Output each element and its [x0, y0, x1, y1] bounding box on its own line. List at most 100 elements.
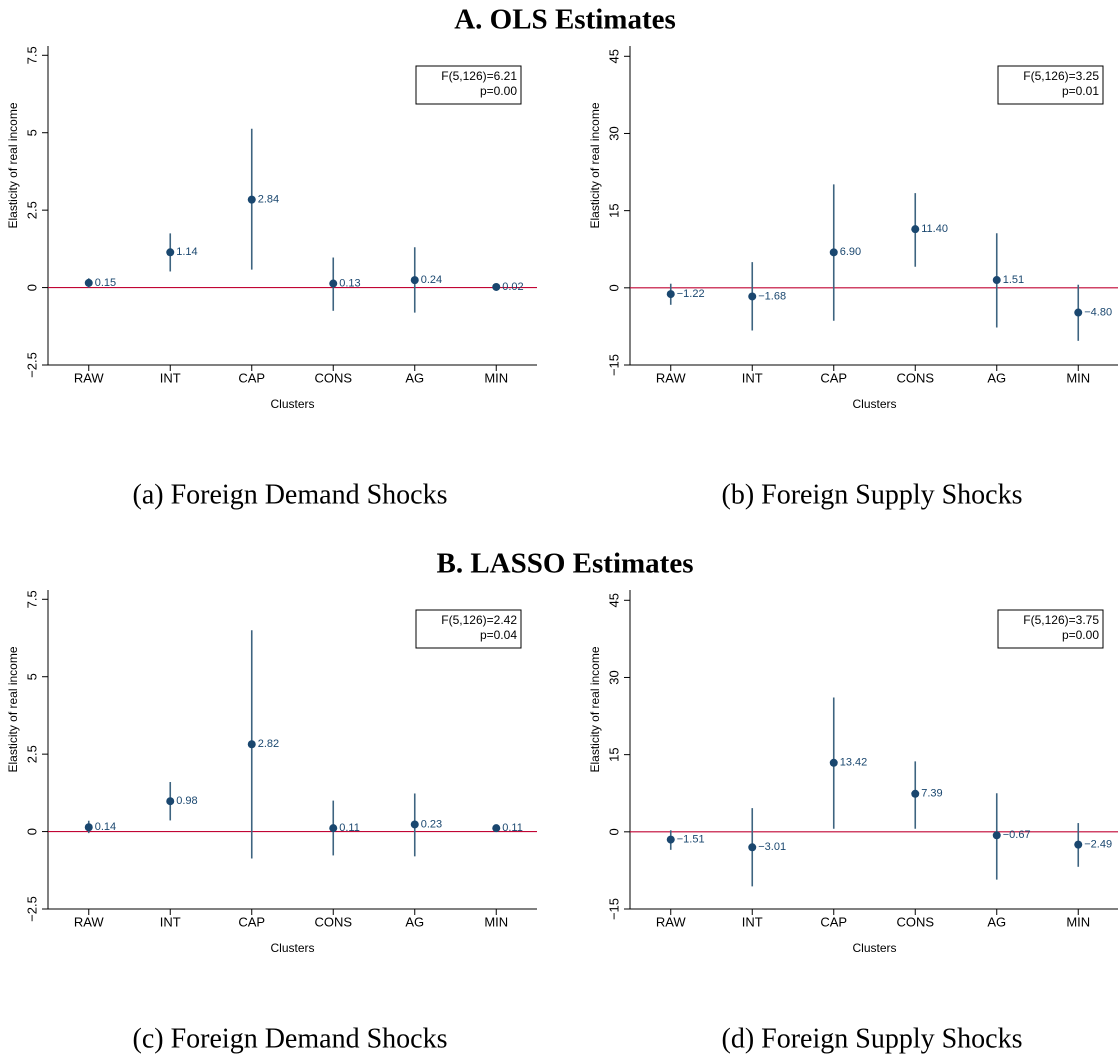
point-estimate [748, 292, 757, 301]
value-label: 0.98 [176, 795, 197, 807]
y-tick-label: −2.5 [24, 896, 39, 922]
x-axis-label: Clusters [270, 397, 314, 411]
annotation-text: F(5,126)=3.25 [1023, 69, 1099, 83]
panel: −15 0 15 30 45 Elasticity of real income Clust… [588, 590, 1118, 1054]
y-axis-label: Elasticity of real income [6, 646, 20, 772]
y-tick-label: 0 [606, 828, 621, 835]
value-label: 0.24 [421, 274, 442, 286]
value-label: 6.90 [840, 246, 861, 258]
y-tick-label: 45 [606, 49, 621, 63]
x-tick-label: MIN [1066, 914, 1090, 929]
section-title: A. OLS Estimates [454, 4, 676, 36]
annotation-text: p=0.00 [480, 84, 517, 98]
point-estimate [410, 276, 419, 285]
value-label: −4.80 [1084, 306, 1112, 318]
y-tick-label: 7.5 [24, 590, 39, 608]
point-estimate [492, 282, 501, 291]
x-tick-label: AG [405, 914, 424, 929]
point-estimate [992, 276, 1001, 285]
annotation-text: p=0.01 [1062, 84, 1099, 98]
y-tick-label: 0 [24, 284, 39, 291]
y-axis-label: Elasticity of real income [6, 102, 20, 228]
y-tick-label: 30 [606, 670, 621, 684]
x-tick-label: INT [160, 370, 181, 385]
annotation-box [997, 609, 1104, 649]
x-tick-label: CONS [896, 914, 934, 929]
x-tick-label: CONS [896, 370, 934, 385]
point-estimate [829, 248, 838, 257]
annotation-text: p=0.00 [1062, 628, 1099, 642]
panel: −15 0 15 30 45 Elasticity of real income Clust… [588, 46, 1118, 510]
point-estimate [911, 789, 920, 798]
value-label: −3.01 [758, 841, 786, 853]
annotation-box [415, 609, 522, 649]
point-estimate [166, 797, 175, 806]
x-tick-label: CAP [820, 370, 847, 385]
x-tick-label: INT [742, 914, 763, 929]
value-label: 0.23 [421, 818, 442, 830]
point-estimate [829, 758, 838, 767]
x-axis-label: Clusters [852, 941, 896, 955]
point-estimate [410, 820, 419, 829]
annotation-text: p=0.04 [480, 628, 517, 642]
x-tick-label: AG [987, 370, 1006, 385]
point-estimate [247, 740, 256, 749]
x-tick-label: CAP [238, 914, 265, 929]
y-tick-label: 15 [606, 203, 621, 217]
x-tick-label: RAW [74, 370, 105, 385]
y-tick-label: 30 [606, 126, 621, 140]
x-tick-label: INT [160, 914, 181, 929]
y-axis-label: Elasticity of real income [588, 646, 602, 772]
y-tick-label: −15 [606, 898, 621, 920]
value-label: −1.68 [758, 290, 786, 302]
x-tick-label: INT [742, 370, 763, 385]
point-estimate [329, 279, 338, 288]
x-tick-label: MIN [484, 914, 508, 929]
point-estimate [84, 278, 93, 287]
value-label: 0.14 [95, 821, 116, 833]
point-estimate [992, 831, 1001, 840]
x-tick-label: RAW [74, 914, 105, 929]
panel-caption: (a) Foreign Demand Shocks [133, 479, 448, 510]
point-estimate [166, 248, 175, 257]
value-label: −1.51 [677, 833, 705, 845]
x-tick-label: CAP [820, 914, 847, 929]
value-label: 11.40 [921, 223, 948, 235]
point-estimate [492, 824, 501, 833]
y-axis-label: Elasticity of real income [588, 102, 602, 228]
x-tick-label: MIN [484, 370, 508, 385]
value-label: −1.22 [677, 288, 705, 300]
y-tick-label: 15 [606, 747, 621, 761]
value-label: 1.14 [176, 246, 197, 258]
point-estimate [329, 824, 338, 833]
value-label: 0.13 [339, 277, 360, 289]
value-label: 0.11 [339, 822, 360, 834]
annotation-text: F(5,126)=6.21 [441, 69, 517, 83]
y-tick-label: 0 [24, 828, 39, 835]
point-estimate [911, 225, 920, 234]
value-label: 0.11 [502, 822, 523, 834]
x-tick-label: AG [987, 914, 1006, 929]
y-tick-label: 5 [24, 129, 39, 136]
annotation-box [415, 65, 522, 105]
section-title: B. LASSO Estimates [436, 548, 693, 580]
panel: −2.5 0 2.5 5 7.5 Elasticity of real income Clu… [6, 590, 537, 1054]
y-tick-label: −2.5 [24, 352, 39, 378]
y-tick-label: 2.5 [24, 201, 39, 219]
x-tick-label: MIN [1066, 370, 1090, 385]
y-tick-label: 0 [606, 284, 621, 291]
x-axis-label: Clusters [270, 941, 314, 955]
panel-caption: (b) Foreign Supply Shocks [722, 479, 1023, 510]
x-tick-label: CONS [314, 370, 352, 385]
x-tick-label: RAW [656, 370, 687, 385]
panel-caption: (c) Foreign Demand Shocks [133, 1023, 448, 1054]
x-tick-label: AG [405, 370, 424, 385]
value-label: 2.82 [258, 738, 279, 750]
panel: −2.5 0 2.5 5 7.5 Elasticity of real income Clu… [6, 46, 537, 510]
annotation-text: F(5,126)=2.42 [441, 613, 517, 627]
value-label: 0.02 [502, 281, 523, 293]
annotation-text: F(5,126)=3.75 [1023, 613, 1099, 627]
value-label: 0.15 [95, 277, 116, 289]
